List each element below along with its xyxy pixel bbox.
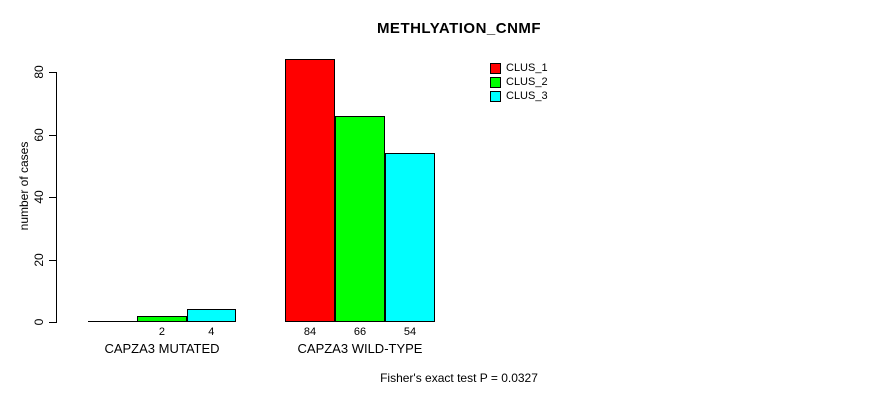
bar-clus-2-capza3-wild-type xyxy=(335,116,385,322)
legend-label: CLUS_2 xyxy=(506,76,548,88)
legend: CLUS_1 CLUS_2 CLUS_3 xyxy=(490,61,548,103)
legend-row: CLUS_1 xyxy=(490,61,548,75)
y-axis-tick-label: 20 xyxy=(32,252,46,267)
y-axis-line xyxy=(56,72,57,323)
y-axis-tick-label: 60 xyxy=(32,127,46,142)
bar-value-label: 54 xyxy=(403,326,417,338)
bar-value-label: 4 xyxy=(208,326,215,338)
bar-clus-3-capza3-wild-type xyxy=(385,153,435,322)
y-axis-tick-label: 0 xyxy=(32,318,46,326)
legend-row: CLUS_2 xyxy=(490,75,548,89)
legend-row: CLUS_3 xyxy=(490,89,548,103)
bar-clus-1-capza3-wild-type xyxy=(285,59,335,322)
legend-swatch-clus_1 xyxy=(490,62,501,74)
y-axis-tick-label: 80 xyxy=(32,65,46,79)
bar-value-label: 66 xyxy=(353,326,367,338)
x-group-label: CAPZA3 WILD-TYPE xyxy=(297,341,423,356)
bar-clus-2-capza3-mutated xyxy=(137,316,187,322)
fisher-test-annotation: Fisher's exact test P = 0.0327 xyxy=(380,371,538,385)
legend-label: CLUS_3 xyxy=(506,90,548,102)
x-group-label: CAPZA3 MUTATED xyxy=(104,341,220,356)
y-axis-label: number of cases xyxy=(17,141,31,231)
y-axis-tick xyxy=(49,322,56,323)
y-axis-tick xyxy=(49,134,56,136)
y-axis-tick xyxy=(49,72,56,73)
legend-swatch-clus_2 xyxy=(490,76,501,88)
bar-value-label: 2 xyxy=(158,326,165,338)
legend-label: CLUS_1 xyxy=(506,62,548,74)
bar-value-label: 84 xyxy=(303,326,317,338)
chart-title: METHLYATION_CNMF xyxy=(376,20,542,37)
bar-clus-3-capza3-mutated xyxy=(186,309,236,322)
legend-swatch-clus_3 xyxy=(490,90,501,102)
y-axis-tick xyxy=(49,259,56,261)
bar-clus-1-capza3-mutated xyxy=(88,321,139,322)
y-axis-tick xyxy=(49,197,56,198)
y-axis-tick-label: 40 xyxy=(32,190,46,204)
